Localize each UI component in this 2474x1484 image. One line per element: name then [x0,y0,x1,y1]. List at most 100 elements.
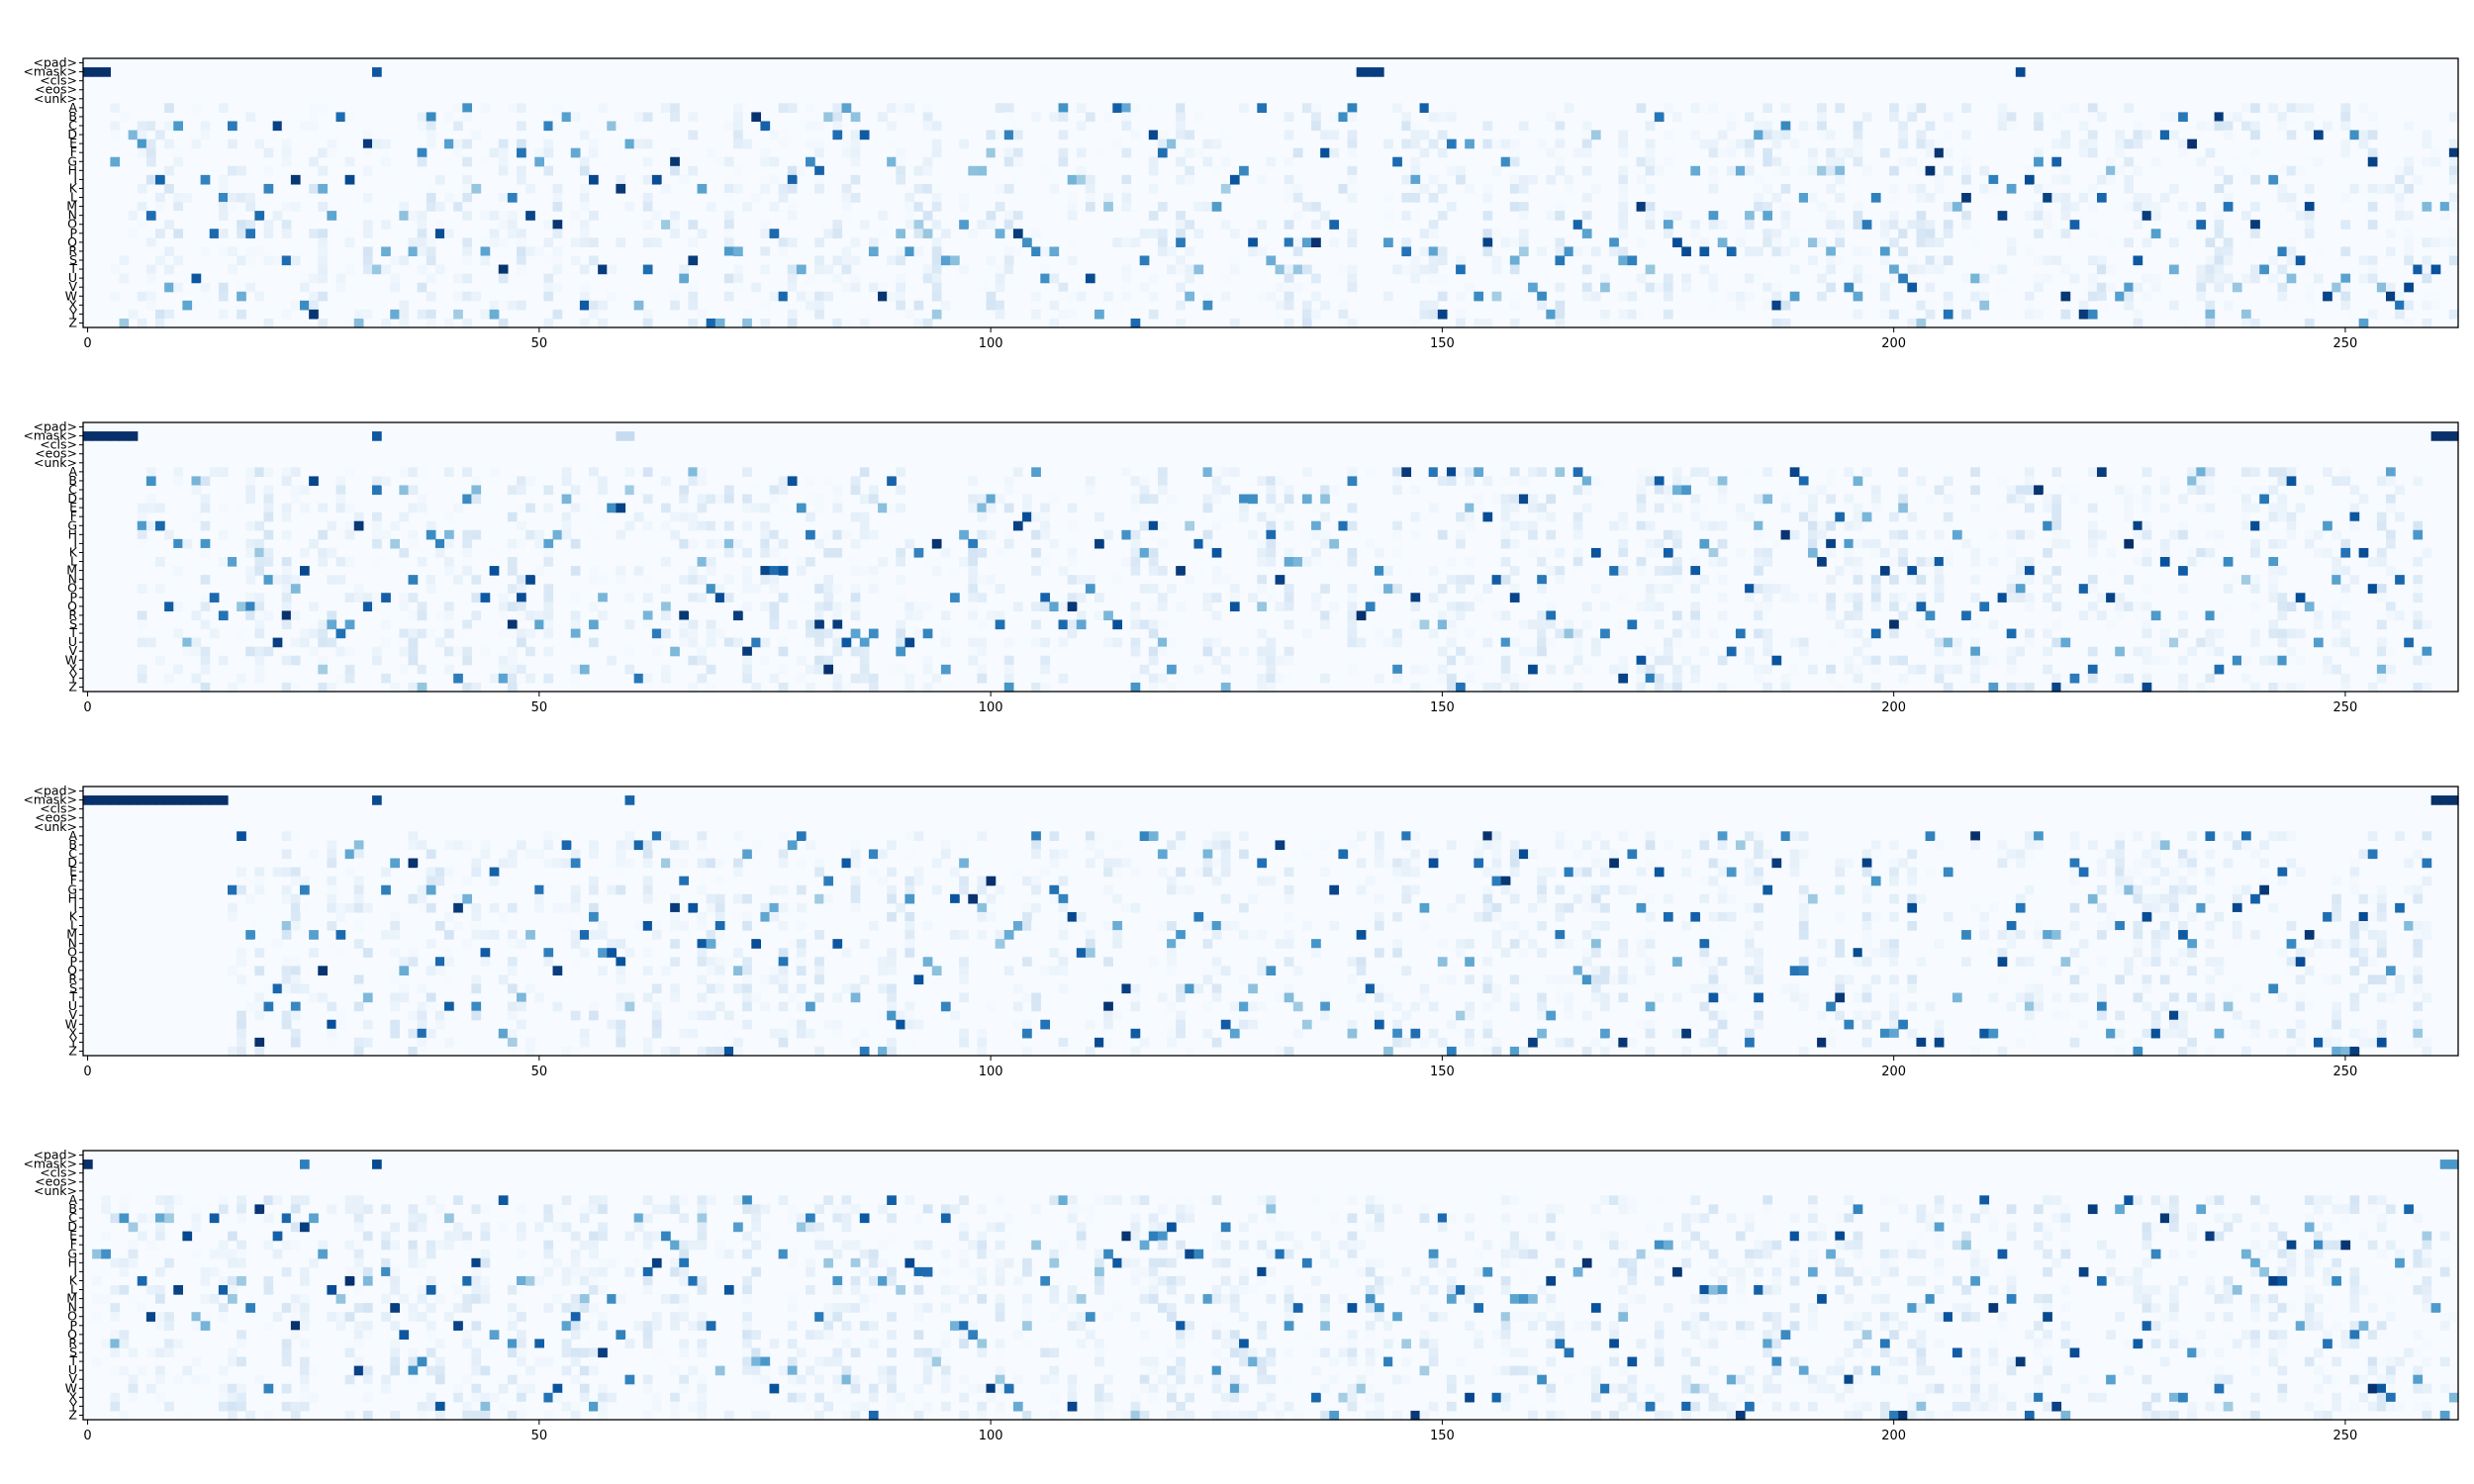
heatmap-cell [751,193,762,203]
heatmap-cell [723,211,734,221]
heatmap-cell [1916,103,1927,113]
heatmap-cell [1266,529,1277,540]
heatmap-cell [1176,1019,1186,1030]
y-tick-label: H [68,162,77,177]
heatmap-cell [589,902,599,913]
heatmap-cell [1176,831,1186,841]
heatmap-cell [2069,220,2080,230]
heatmap-cell [1807,547,1818,558]
heatmap-cell [1419,229,1430,238]
heatmap-cell [453,921,463,931]
heatmap-cell [1618,291,1629,302]
heatmap-cell [714,966,725,975]
heatmap-cell [1745,147,1755,158]
heatmap-cell [1780,121,1791,132]
heatmap-cell [552,229,563,238]
heatmap-cell [1058,291,1069,302]
heatmap-cell [814,300,824,311]
heatmap-cell [1157,476,1168,487]
heatmap-cell [589,211,599,221]
heatmap-cell [760,520,771,531]
heatmap-cell [2006,183,2017,194]
heatmap-cell [1022,911,1032,922]
heatmap-cell [1094,849,1104,860]
heatmap-cell [2250,202,2260,212]
x-tick-label: 50 [531,700,548,715]
heatmap-cell [2286,520,2297,531]
heatmap-cell [1067,547,1078,558]
heatmap-cell [616,503,626,513]
heatmap-cell [1925,264,1936,275]
heatmap-cell [2133,520,2143,531]
heatmap-cell [778,902,789,913]
heatmap-cell [1067,503,1078,513]
heatmap-cell [1699,503,1710,513]
heatmap-cell [1853,602,1863,611]
heatmap-cell [489,547,500,558]
heatmap-cell [1745,246,1755,257]
heatmap-cell [2051,637,2062,648]
heatmap-cell [950,593,960,603]
heatmap-cell [697,884,708,895]
heatmap-cell [426,202,436,212]
heatmap-cell [1456,309,1466,320]
heatmap-cell [309,156,319,167]
heatmap-cell [2214,211,2225,221]
heatmap-cell [335,273,346,284]
heatmap-cell [679,538,690,549]
heatmap-cell [408,237,419,247]
heatmap-cell [931,237,942,247]
heatmap-cell [796,939,807,949]
heatmap-cell [977,673,988,684]
heatmap-cell [1537,902,1547,913]
heatmap-cell [850,867,861,878]
heatmap-cell [742,520,752,531]
heatmap-cell [2358,183,2369,194]
heatmap-cell [290,911,301,922]
heatmap-cell [1754,664,1763,675]
heatmap-cell [760,183,771,194]
heatmap-cell [489,237,500,247]
heatmap-cell [517,610,526,621]
heatmap-cell [814,291,824,302]
heatmap-cell [1826,575,1836,585]
heatmap-cell [589,237,599,247]
heatmap-cell [2340,476,2351,487]
heatmap-cell [887,121,897,132]
heatmap-cell [362,139,373,149]
heatmap-cell [697,520,708,531]
heatmap-cell [2043,520,2052,531]
heatmap-cell [1058,309,1069,320]
heatmap-cell [2034,202,2044,212]
heatmap-cell [471,911,482,922]
heatmap-cell [1130,529,1141,540]
heatmap-cell [362,992,373,1003]
heatmap-cell [1817,165,1827,176]
heatmap-cell [1139,1037,1150,1048]
heatmap-cell [1618,520,1629,531]
heatmap-cell [408,485,419,496]
heatmap-cell [1437,957,1448,967]
heatmap-cell [335,628,346,639]
heatmap-cell [471,921,482,931]
heatmap-cell [697,646,708,657]
heatmap-cell [1392,628,1402,639]
heatmap-cell [1618,602,1629,611]
heatmap-cell [1428,103,1439,113]
heatmap-cell [733,282,743,293]
heatmap-cell [1555,884,1566,895]
heatmap-cell [1618,165,1629,176]
heatmap-cell [1509,237,1520,247]
heatmap-cell [2422,547,2432,558]
heatmap-cell [2133,318,2143,328]
heatmap-cell [1275,840,1285,851]
heatmap-cell [1600,628,1610,639]
heatmap-cell [182,682,193,693]
heatmap-cell [517,602,526,611]
heatmap-cell [1600,318,1610,328]
heatmap-cell [1509,566,1520,576]
heatmap-cell [1500,557,1511,567]
heatmap-cell [832,229,843,238]
heatmap-cell [1518,849,1529,860]
heatmap-cell [2078,121,2089,132]
